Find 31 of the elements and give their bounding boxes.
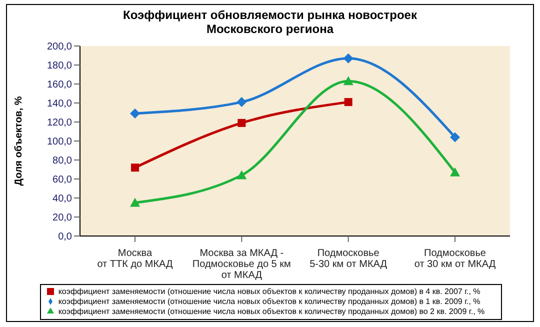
- point: [130, 108, 140, 118]
- point: [238, 118, 246, 127]
- point: [131, 164, 139, 172]
- point: [236, 170, 247, 180]
- legend-label: коэффициент заменяемости (отношение числа новых объектов к количеству проданных домов) в 1 кв. 2009 г., %: [58, 297, 480, 306]
- point: [343, 53, 354, 64]
- x-tick-label: Москва от ТТК до МКАД: [97, 248, 174, 270]
- y-tick-label: 180,0: [46, 60, 72, 72]
- point: [450, 167, 460, 176]
- x-tick-label: Подмосковье от 30 км от МКАД: [414, 248, 496, 270]
- legend-label: коэффициент заменяемости (отношение числа новых объектов к количеству проданных домов) в 4 кв. 2007 г., %: [58, 287, 480, 296]
- y-tick-label: 200,0: [46, 42, 72, 53]
- y-tick-label: 20,0: [52, 212, 72, 224]
- y-tick-label: 100,0: [46, 136, 72, 148]
- y-tick-label: 120,0: [46, 118, 72, 129]
- legend-label: коэффициент заменяемости (отношение числа новых объектов к количеству проданных домов) во 2 кв. 2009 г., %: [58, 307, 485, 316]
- point: [130, 198, 140, 207]
- y-tick-label: 60,0: [52, 174, 72, 186]
- x-tick-label: Подмосковье 5-30 км от МКАД: [310, 248, 388, 270]
- y-tick-label: 140,0: [46, 98, 72, 110]
- y-axis-title: Доля объектов, %: [14, 96, 25, 186]
- chart-title: Коэффициент обновляемости рынка новостроек Московского региона: [122, 8, 418, 36]
- point: [236, 97, 247, 108]
- y-tick-label: 80,0: [52, 156, 72, 167]
- y-tick-label: 40,0: [52, 194, 72, 205]
- y-tick-label: 160,0: [46, 80, 72, 91]
- x-tick-label: Москва за МКАД - Подмосковье до 5 км от МКАД: [192, 248, 292, 281]
- y-tick-label: 0,0: [58, 232, 72, 243]
- point: [344, 98, 352, 106]
- point: [450, 132, 460, 142]
- point: [343, 76, 354, 86]
